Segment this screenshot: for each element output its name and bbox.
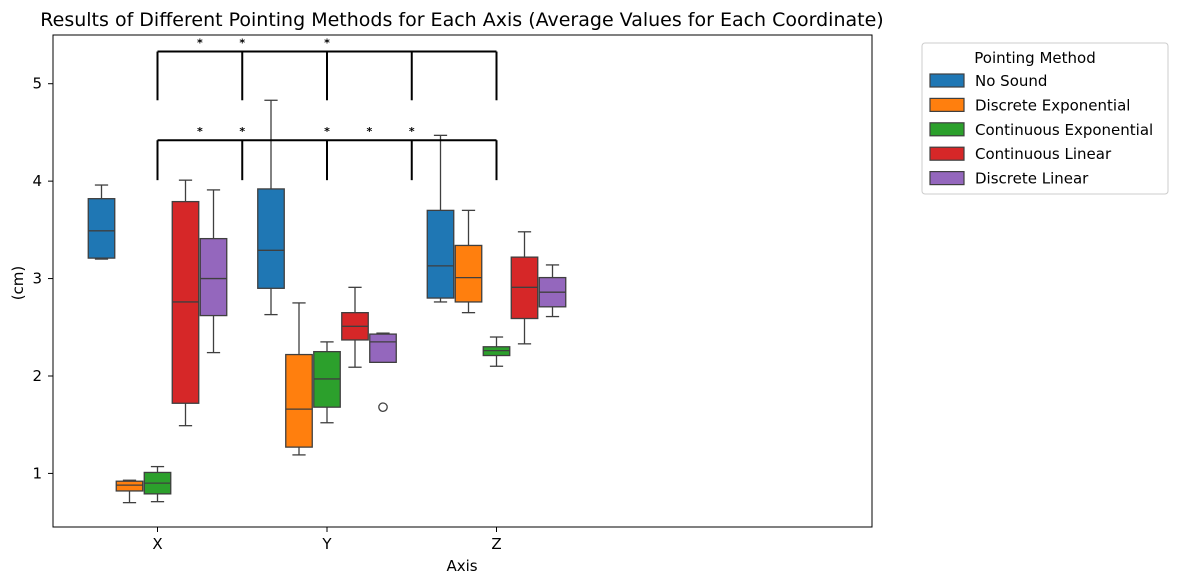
box xyxy=(199,237,228,317)
box xyxy=(285,353,313,448)
y-tick-label: 2 xyxy=(32,367,42,385)
significance-label: * xyxy=(239,125,245,138)
outlier-point xyxy=(378,402,388,413)
legend-title: Pointing Method xyxy=(974,49,1095,67)
chart-title: Results of Different Pointing Methods fo… xyxy=(40,9,883,31)
plot-area: 1 2 3 4 5 X Y Z * * * * * * * * xyxy=(32,34,873,553)
legend-frame xyxy=(921,42,1169,195)
y-axis-label: (cm) xyxy=(9,266,27,301)
legend-label: Continuous Exponential xyxy=(975,121,1153,139)
legend-label: Discrete Linear xyxy=(975,170,1089,188)
x-tick-label: Y xyxy=(321,535,332,553)
legend-swatch xyxy=(929,73,965,88)
box xyxy=(257,188,285,289)
legend-label: Discrete Exponential xyxy=(975,96,1130,114)
y-tick-label: 5 xyxy=(32,75,42,93)
legend-swatch xyxy=(929,122,965,137)
box xyxy=(369,333,397,364)
x-tick-label: Z xyxy=(491,535,501,553)
y-tick-label: 1 xyxy=(32,464,42,482)
legend-swatch xyxy=(929,146,965,161)
significance-label: * xyxy=(324,125,330,138)
significance-label: * xyxy=(197,37,203,50)
box xyxy=(115,480,144,492)
significance-label: * xyxy=(239,37,245,50)
x-axis-label: Axis xyxy=(446,557,477,575)
legend-swatch xyxy=(929,97,965,113)
significance-label: * xyxy=(409,125,415,138)
x-tick-label: X xyxy=(152,535,162,553)
significance-label: * xyxy=(366,125,372,138)
legend: Pointing Method No Sound Discrete Exponent… xyxy=(921,42,1169,195)
significance-label: * xyxy=(324,37,330,50)
plot-frame xyxy=(52,34,873,528)
significance-label: * xyxy=(197,125,203,138)
legend-label: Continuous Linear xyxy=(975,145,1112,163)
y-tick-label: 4 xyxy=(32,172,42,190)
box xyxy=(454,244,483,303)
box xyxy=(87,198,116,259)
y-tick-label: 3 xyxy=(32,270,42,288)
legend-swatch xyxy=(929,171,965,186)
box xyxy=(426,209,455,299)
legend-label: No Sound xyxy=(975,72,1047,90)
